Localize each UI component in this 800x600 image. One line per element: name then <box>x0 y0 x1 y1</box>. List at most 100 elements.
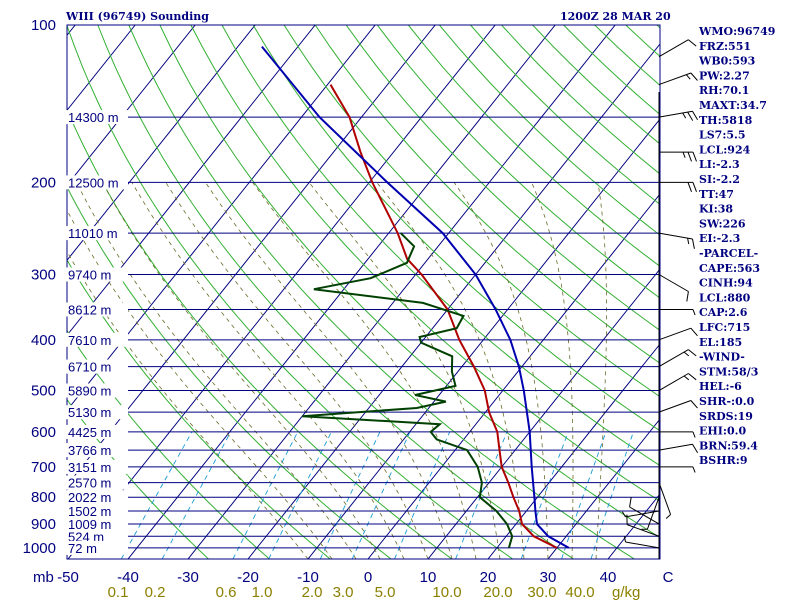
stat-line: PW:2.27 <box>699 69 750 82</box>
mixing-ratio-tick-label: 40.0 <box>565 584 594 600</box>
mixing-ratio-tick-label: 5.0 <box>375 584 396 600</box>
stat-line: LI:-2.3 <box>699 158 740 171</box>
dry-adiabat <box>221 25 660 467</box>
dry-adiabat <box>67 185 392 559</box>
height-label-bg <box>66 267 128 282</box>
stat-line: WB0:593 <box>698 55 755 68</box>
height-label-bg <box>66 490 128 505</box>
height-tick-label: 1502 m <box>68 504 111 519</box>
mixing-ratio-line <box>455 431 508 559</box>
temperature-tick-label: C <box>663 569 674 586</box>
plot-area <box>261 45 570 549</box>
dry-adiabat <box>407 25 660 267</box>
height-label-bg <box>66 302 128 317</box>
dry-adiabat <box>283 25 660 398</box>
wind-barb <box>658 151 697 162</box>
pressure-tick-label: 800 <box>31 489 56 506</box>
temperature-tick-label: -40 <box>117 569 139 586</box>
wind-barb <box>658 466 696 473</box>
chart-datetime: 1200Z 28 MAR 20 <box>560 10 671 23</box>
stat-line: SI:-2.2 <box>699 173 740 186</box>
height-tick-label: 11010 m <box>68 226 118 241</box>
pressure-tick-label: 500 <box>31 383 56 400</box>
temperature-tick-label: -10 <box>297 569 319 586</box>
mixing-ratio-tick-label: 0.6 <box>216 584 237 600</box>
height-tick-label: 5890 m <box>68 384 111 399</box>
stat-line: LCL:924 <box>699 143 751 156</box>
chart-title: WIII (96749) Sounding <box>65 10 209 23</box>
moist-adiabat <box>308 182 501 559</box>
mixing-ratio-tick-label: 3.0 <box>333 584 354 600</box>
isotherm-line <box>67 25 376 412</box>
temperature-profile <box>329 84 558 549</box>
mixing-ratio-tick-label: 1.0 <box>252 584 273 600</box>
height-tick-label: 5130 m <box>68 405 111 420</box>
mixing-ratio-tick-label: 2.0 <box>302 584 323 600</box>
stat-line: CINH:94 <box>699 277 753 290</box>
height-tick-label: 1009 m <box>68 517 111 532</box>
dry-adiabat <box>67 259 331 559</box>
height-tick-label: 3766 m <box>68 443 111 458</box>
pressure-tick-label: 1000 <box>23 540 56 557</box>
height-label-bg <box>66 529 128 544</box>
wind-barb <box>658 39 697 58</box>
pressure-units-label: mb <box>33 569 54 586</box>
isotherm-line <box>67 25 76 37</box>
stat-line: -WIND- <box>699 351 745 364</box>
dry-adiabat <box>252 25 660 432</box>
height-tick-label: 7610 m <box>68 333 111 348</box>
temperature-tick-label: 0 <box>364 569 372 586</box>
stat-line: LS7:5.5 <box>699 129 746 142</box>
wind-barb <box>658 443 699 454</box>
height-tick-label: 2570 m <box>68 476 111 491</box>
stat-line: SRDS:19 <box>699 410 753 423</box>
temperature-tick-label: 30 <box>540 569 557 586</box>
pressure-tick-label: 700 <box>31 459 56 476</box>
stat-line: MAXT:34.7 <box>699 99 767 112</box>
stat-line: KI:38 <box>699 203 733 216</box>
temperature-tick-label: -50 <box>57 569 79 586</box>
height-tick-label: 3151 m <box>68 460 111 475</box>
height-label-bg <box>66 424 128 439</box>
mixing-ratio-units-label: g/kg <box>612 584 640 600</box>
dry-adiabat <box>67 329 270 559</box>
height-label-bg <box>66 475 128 490</box>
dry-adiabat <box>781 25 800 559</box>
isotherm-line <box>67 25 496 559</box>
mixing-ratio-tick-label: 0.2 <box>145 584 166 600</box>
stat-line: EHI:0.0 <box>699 425 746 438</box>
mixing-ratio-line <box>232 431 299 559</box>
temperature-tick-label: -20 <box>237 569 259 586</box>
height-label-bg <box>66 359 128 374</box>
height-label-bg <box>66 332 128 347</box>
height-tick-label: 2022 m <box>68 490 111 505</box>
isotherm-line <box>247 43 660 559</box>
moist-adiabat <box>376 182 525 559</box>
mixing-ratio-line <box>590 431 634 559</box>
pressure-tick-label: 600 <box>31 424 56 441</box>
mixing-ratio-line <box>268 431 332 559</box>
moist-adiabat <box>131 182 405 559</box>
wind-barb <box>658 349 697 368</box>
height-label-bg <box>66 517 128 531</box>
dry-adiabat <box>190 25 660 502</box>
isotherm-line <box>67 25 256 262</box>
wind-barb <box>629 497 660 525</box>
temperature-tick-label: 10 <box>420 569 437 586</box>
dry-adiabat <box>314 25 660 364</box>
mixing-ratio-line <box>319 431 381 559</box>
height-tick-label: 6710 m <box>68 360 111 375</box>
stat-line: EL:185 <box>699 336 742 349</box>
wind-barbs <box>621 39 699 559</box>
moist-adiabat <box>102 182 381 559</box>
moist-adiabat <box>595 182 607 559</box>
mixing-ratio-tick-label: 0.1 <box>108 584 129 600</box>
height-tick-label: 14300 m <box>68 110 119 125</box>
height-label-bg <box>66 405 128 420</box>
mixing-ratio-line <box>120 431 193 559</box>
height-label-bg <box>66 443 128 458</box>
temperature-tick-label: -30 <box>177 569 199 586</box>
height-label-bg <box>66 175 128 190</box>
